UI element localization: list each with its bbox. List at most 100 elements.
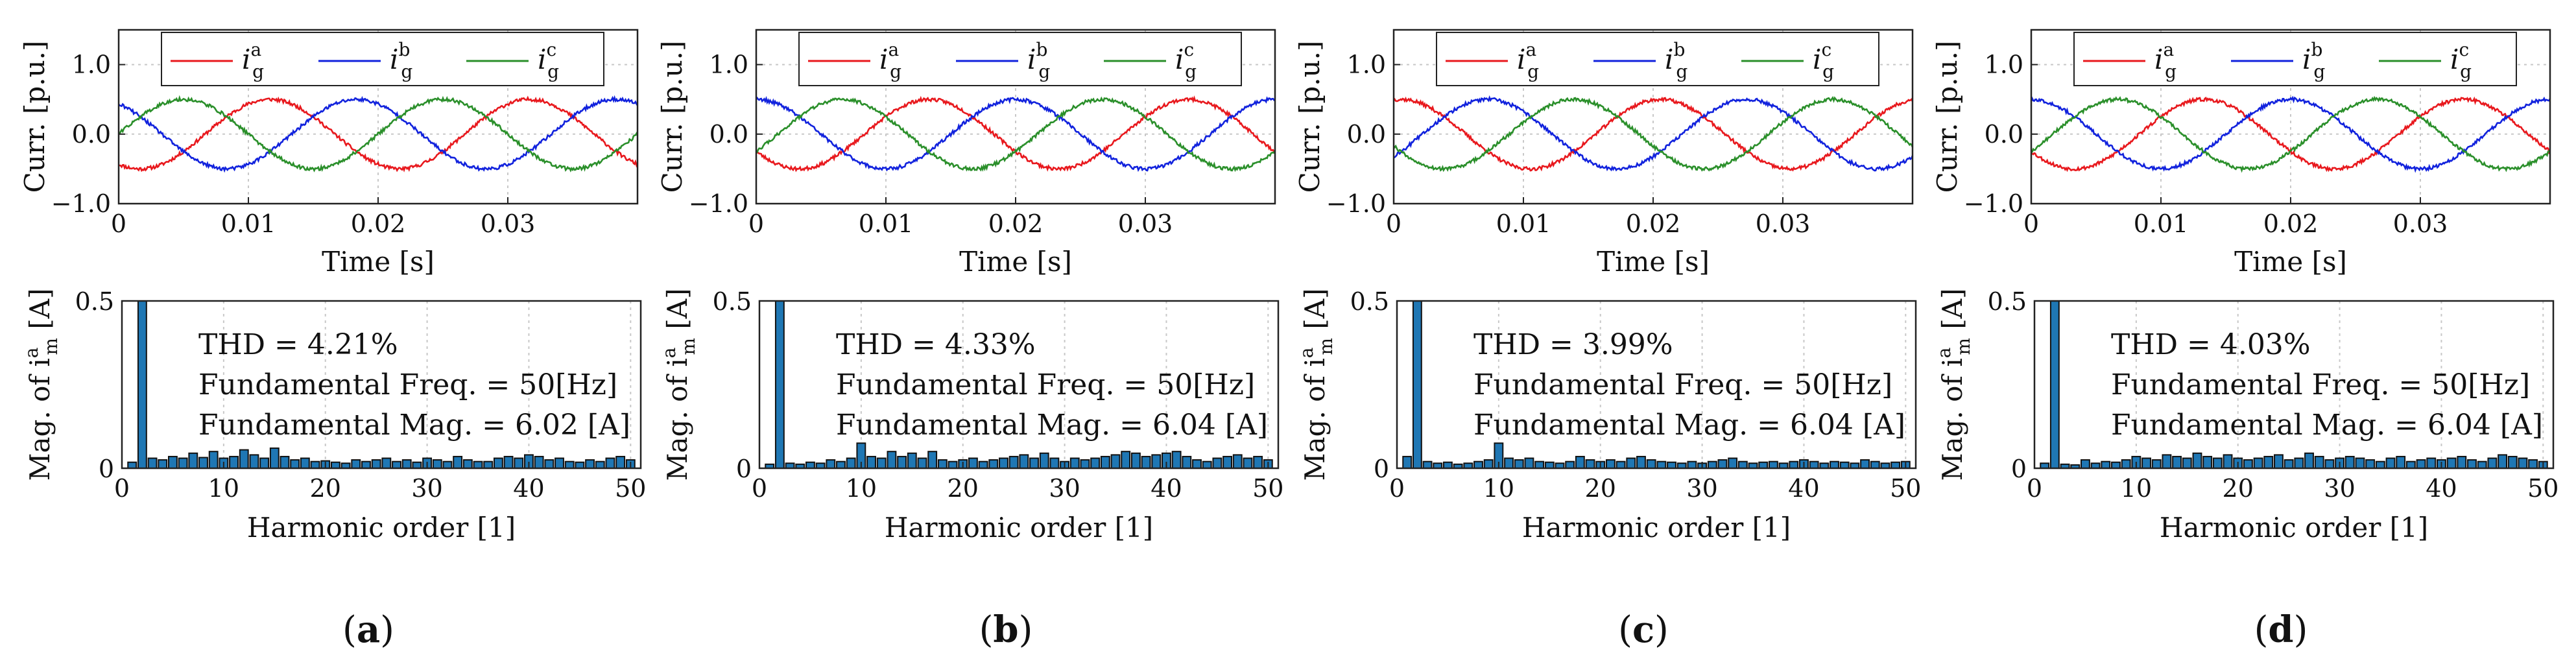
spectrum-xtick-label: 20: [948, 474, 979, 503]
harmonic-bar-38: [1141, 455, 1151, 470]
time-xtick-label: 0.03: [481, 209, 536, 238]
harmonic-bar-2: [137, 300, 147, 469]
harmonic-bar-27: [1029, 457, 1039, 470]
panel-letter: b: [993, 608, 1018, 651]
harmonic-bar-27: [2304, 452, 2314, 470]
spectrum-xtick-label: 10: [846, 474, 877, 503]
harmonic-bar-24: [999, 457, 1008, 470]
harmonic-bar-31: [1707, 460, 1717, 469]
panel-b: 0 0.01 0.02 0.03 −1.0 0.0 1.0 Time [s] Curr. [p.…: [656, 29, 1283, 651]
harmonic-bar-5: [168, 455, 178, 470]
legend-label-ib: ib g: [1027, 39, 1050, 82]
time-ylabel: Curr. [p.u.]: [1931, 41, 1963, 193]
legend-superscript: b: [1673, 39, 1685, 60]
spectrum-xtick-label: 0: [114, 474, 130, 503]
legend-symbol: i: [1027, 43, 1036, 75]
spectrum-ylabel-text: Mag. of i: [1937, 358, 1968, 481]
spectrum-xtick-label: 40: [1788, 474, 1819, 503]
series-ia-line: [118, 95, 639, 173]
time-xtick-label: 0.03: [2393, 209, 2448, 238]
harmonic-bar-32: [1080, 459, 1090, 469]
harmonic-bar-26: [2294, 457, 2304, 470]
time-xtick-label: 0.02: [351, 209, 406, 238]
time-xtick-label: 0: [2023, 209, 2039, 238]
harmonic-bar-19: [1585, 459, 1595, 469]
harmonic-bar-37: [1130, 452, 1141, 470]
fundamental-mag-label: Fundamental Mag. = 6.04 [A]: [2111, 409, 2543, 442]
legend-subscript: g: [547, 61, 559, 82]
harmonic-bar-42: [544, 459, 555, 469]
series-ib-line: [117, 95, 639, 173]
spectrum-xlabel: Harmonic order [1]: [2160, 512, 2428, 543]
time-ylabel: Curr. [p.u.]: [1294, 41, 1326, 193]
time-xlabel: Time [s]: [2234, 246, 2347, 278]
legend-box: [161, 32, 604, 86]
harmonic-bar-45: [575, 461, 585, 469]
spectrum-ytick-label: 0: [1374, 455, 1389, 483]
panel-paren-close: ): [380, 609, 394, 651]
harmonic-bar-8: [1473, 460, 1483, 469]
harmonic-bar-14: [259, 457, 270, 470]
harmonic-bar-46: [2498, 454, 2508, 469]
harmonic-bar-21: [968, 457, 978, 470]
spectrum-xtick-label: 50: [1890, 474, 1921, 503]
harmonic-bar-28: [1039, 452, 1049, 470]
harmonic-bar-34: [2375, 460, 2385, 469]
harmonic-bar-33: [453, 455, 463, 470]
spectrum-ytick-label: 0: [99, 455, 114, 483]
harmonic-bar-22: [2253, 457, 2263, 470]
series-ic-line: [756, 96, 1276, 173]
series-ic-line: [1392, 95, 1914, 173]
time-ytick-label: 1.0: [72, 51, 111, 79]
spectrum-xtick-label: 30: [2324, 474, 2355, 503]
harmonic-bar-49: [615, 455, 626, 470]
harmonic-bar-8: [2111, 461, 2121, 469]
harmonic-bar-15: [1544, 461, 1555, 469]
spectrum-xtick-label: 30: [1686, 474, 1717, 503]
legend-subscript: g: [1822, 61, 1834, 82]
fundamental-mag-label: Fundamental Mag. = 6.02 [A]: [198, 409, 630, 442]
harmonic-bar-43: [1830, 460, 1839, 469]
legend-superscript: a: [888, 39, 899, 60]
panel-paren-open: (: [2254, 609, 2269, 651]
harmonic-bar-37: [1768, 460, 1778, 469]
harmonic-bar-35: [1110, 454, 1121, 469]
time-xtick-label: 0.02: [1626, 209, 1681, 238]
spectrum-xtick-label: 40: [1151, 474, 1182, 503]
legend-label-ib: ib g: [390, 39, 412, 82]
harmonic-bar-41: [2446, 457, 2457, 470]
harmonic-bar-3: [1422, 460, 1433, 469]
spectrum-xtick-label: 0: [2027, 474, 2042, 503]
legend-symbol: i: [879, 43, 888, 75]
harmonic-bar-36: [1121, 451, 1131, 470]
spectrum-ylabel-subscript: m: [678, 338, 699, 355]
harmonic-bar-43: [1192, 459, 1202, 469]
harmonic-bar-41: [1171, 451, 1182, 470]
harmonic-bar-13: [1524, 457, 1534, 470]
harmonic-bar-18: [2212, 457, 2223, 470]
legend-superscript: a: [250, 39, 261, 60]
spectrum-xtick-label: 50: [615, 474, 646, 503]
harmonic-bar-49: [1253, 455, 1263, 470]
harmonic-bar-11: [2141, 457, 2151, 470]
panel-letter: d: [2268, 608, 2293, 651]
harmonic-bar-14: [1534, 460, 1545, 469]
harmonic-bar-49: [1890, 461, 1901, 469]
harmonic-bar-8: [836, 460, 846, 469]
harmonic-bar-46: [1860, 459, 1870, 469]
legend-box: [1436, 32, 1879, 86]
harmonic-bar-31: [432, 459, 442, 469]
spectrum-xlabel: Harmonic order [1]: [247, 512, 516, 543]
harmonic-bar-36: [483, 460, 494, 469]
spectrum-xtick-label: 10: [1483, 474, 1514, 503]
time-ytick-label: −1.0: [689, 189, 748, 218]
spectrum-ytick-label: 0.5: [75, 287, 114, 316]
panel-label: (d): [2254, 608, 2308, 651]
harmonic-bar-16: [2192, 452, 2202, 470]
harmonic-bar-48: [2518, 457, 2528, 470]
panel-paren-close: ): [1654, 609, 1669, 651]
harmonic-bar-4: [158, 459, 168, 469]
harmonic-bar-29: [1049, 457, 1060, 470]
harmonic-bar-38: [503, 455, 514, 470]
time-xtick-label: 0.02: [988, 209, 1044, 238]
